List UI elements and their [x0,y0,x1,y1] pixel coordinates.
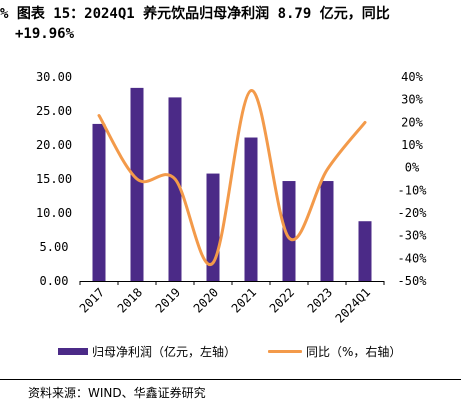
right-axis-tick-label: 20% [401,115,423,129]
x-axis-tick-label: 2023 [305,285,335,315]
source-note: 资料来源：WIND、华鑫证券研究 [28,384,206,401]
x-axis-tick-label: 2018 [115,285,145,315]
legend-bar-label: 归母净利润（亿元，左轴） [92,343,236,360]
bar [131,88,144,281]
legend-bar-swatch [58,348,88,355]
right-axis-tick-label: 0% [405,161,420,175]
left-axis-tick-label: 0.00 [40,274,69,288]
legend-line-label: 同比（%，右轴） [306,343,401,360]
right-axis-tick-label: -50% [398,274,428,288]
left-axis-tick-label: 25.00 [36,104,72,118]
x-axis-tick-label: 2020 [191,285,221,315]
x-axis-tick-label: 2021 [229,285,259,315]
left-axis-tick-label: 10.00 [36,206,72,220]
right-axis-tick-label: -40% [398,251,428,265]
chart-area: 0.00 5.00 10.00 15.00 20.00 25.00 30.00 -50% -4… [0,0,461,345]
left-axis-tick-label: 20.00 [36,138,72,152]
left-axis-tick-label: 30.00 [36,70,72,84]
bar [359,221,372,281]
right-axis-tick-label: 30% [401,93,423,107]
legend-item-line: 同比（%，右轴） [268,343,401,360]
legend: 归母净利润（亿元，左轴） 同比（%，右轴） [58,343,458,365]
left-axis: 0.00 5.00 10.00 15.00 20.00 25.00 30.00 [36,70,72,288]
right-axis-tick-label: 40% [401,70,423,84]
left-axis-tick-label: 5.00 [40,240,69,254]
x-axis-tick-label: 2024Q1 [333,285,374,326]
left-axis-tick-label: 15.00 [36,172,72,186]
x-axis-tick-label: 2019 [153,285,183,315]
right-axis-tick-label: -30% [398,229,428,243]
right-axis-tick-label: -20% [398,206,428,220]
bar [245,138,258,281]
bar [93,124,106,281]
x-axis-tick-label: 2022 [267,285,297,315]
x-axis-tick-label: 2017 [77,285,107,315]
bar-series [93,88,372,281]
footer-divider [0,379,461,380]
right-axis-tick-label: -10% [398,183,428,197]
bar [321,181,334,281]
legend-line-swatch [268,350,302,353]
legend-item-bar: 归母净利润（亿元，左轴） [58,343,236,360]
right-axis-tick-label: 10% [401,138,423,152]
right-axis: -50% -40% -30% -20% -10% 0% 10% 20% 30% 40% [398,70,428,288]
